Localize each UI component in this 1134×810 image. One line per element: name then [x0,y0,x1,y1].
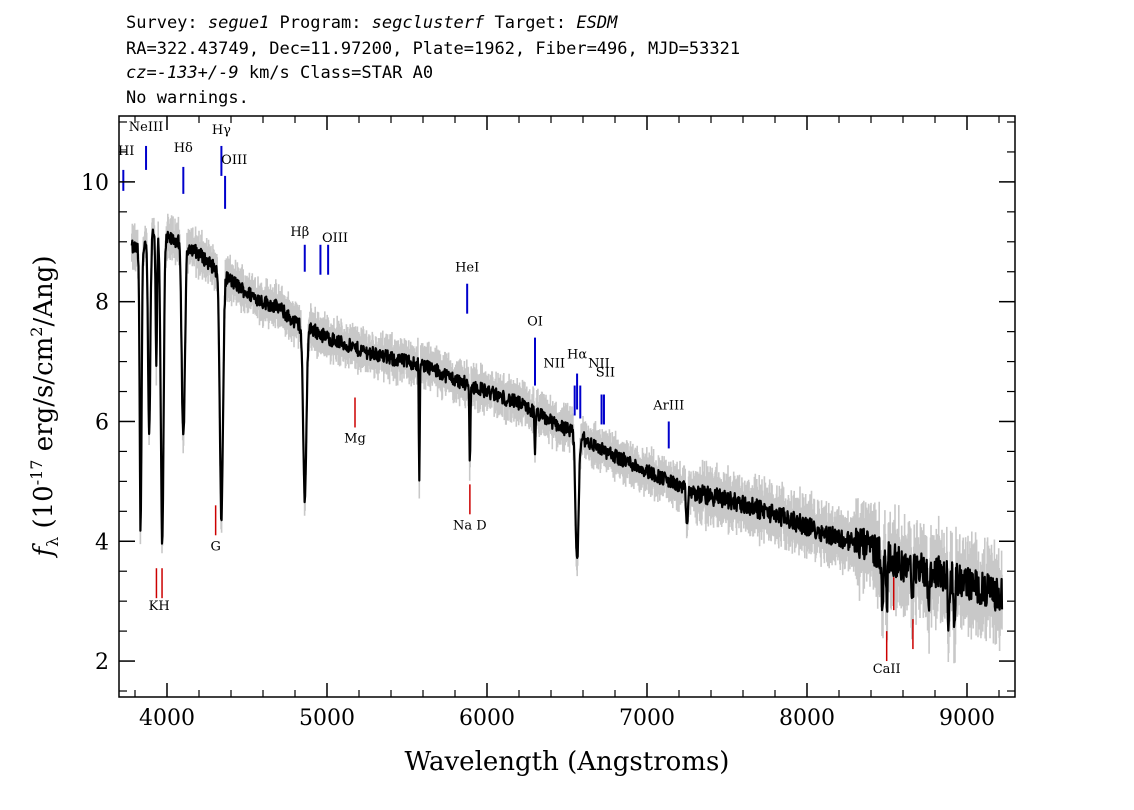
y-axis-title: fλ (10-17 erg/s/cm2/Ang) [27,255,62,558]
header-segment: km/s Class=STAR A0 [239,63,433,83]
emission-line-label: SII [596,366,615,381]
x-tick-label: 4000 [139,706,195,731]
emission-line-label: OI [527,315,543,330]
emission-line-label: OIII [221,153,247,168]
plot-frame [118,115,1016,698]
y-axis-title-part: λ [43,537,62,547]
error-band [131,213,1003,664]
absorption-line-label: Na D [453,518,487,533]
header-segment: segclusterf [372,13,485,33]
absorption-line-label: CaII [873,662,901,677]
x-tick-label: 5000 [299,706,355,731]
header: Survey: segue1 Program: segclusterf Targ… [126,13,740,108]
header-segment: Program: [269,13,371,33]
emission-line-label: NeIII [129,120,163,135]
emission-line-label: Hδ [174,141,193,156]
y-tick-label: 8 [95,291,109,316]
absorption-line-label: G [210,539,220,554]
absorption-line-label: Mg [344,431,366,446]
absorption-lines: KH G Mg Na D CaII [149,397,914,677]
emission-line-label: HeI [455,261,479,276]
x-axis-title: Wavelength (Angstroms) [405,747,730,777]
y-axis-title-part: 2 [27,327,46,337]
header-line-1: Survey: segue1 Program: segclusterf Targ… [126,13,618,33]
header-line-2: RA=322.43749, Dec=11.97200, Plate=1962, … [126,39,740,59]
x-tick-label: 9000 [939,706,995,731]
x-tick-label: 6000 [459,706,515,731]
y-tick-label: 10 [81,171,109,196]
x-tick-label: 8000 [779,706,835,731]
y-axis-title-part: (10 [29,485,59,537]
header-segment: cz=-133+/-9 [126,63,239,83]
y-tick-label: 6 [95,410,109,435]
spectrum-line [130,228,1004,632]
y-axis-title-part: /Ang) [29,255,59,326]
axes: 4000 5000 6000 7000 8000 9000 2 4 6 8 10 [81,116,1015,731]
header-line-4: No warnings. [126,88,249,108]
emission-line-label: Hγ [212,123,231,138]
header-segment: ESDM [576,13,618,33]
y-tick-label: 2 [95,650,109,675]
emission-line-label: NII [543,357,565,372]
emission-line-label: Hα [567,348,587,363]
x-tick-label: 7000 [619,706,675,731]
y-tick-label: 4 [95,530,109,555]
header-line-3: cz=-133+/-9 km/s Class=STAR A0 [126,63,433,83]
emission-line-label: OIII [322,231,348,246]
absorption-line-label: KH [149,599,170,614]
header-segment: segue1 [208,13,269,33]
emission-line-label: ArIII [652,398,684,413]
emission-line-label: NII [588,357,610,372]
plot-clipped [130,213,1004,664]
emission-line-label: Hβ [290,225,309,240]
header-segment: Target: [484,13,576,33]
header-segment: Survey: [126,13,208,33]
y-axis-title-part: -17 [27,460,46,486]
y-axis-title-part: erg/s/cm [29,337,59,460]
